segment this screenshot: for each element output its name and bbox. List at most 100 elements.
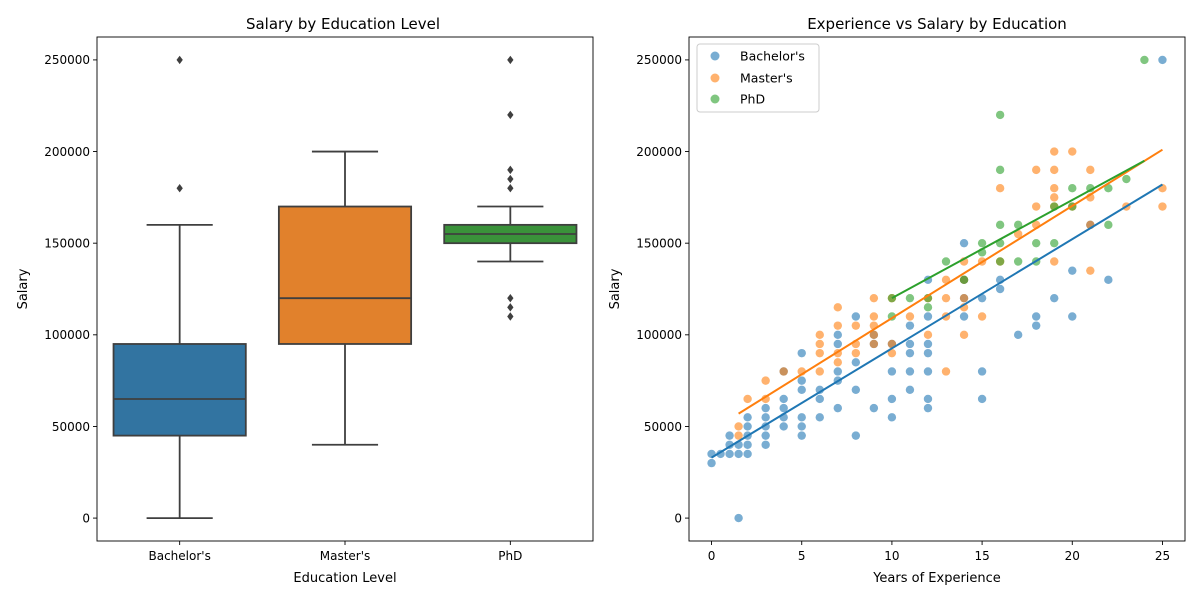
scatter-point-masters — [869, 330, 879, 340]
scatter-point-masters — [815, 367, 824, 376]
scatter-point-masters — [815, 330, 824, 340]
scatter-x-tick-label: 25 — [1155, 549, 1170, 563]
scatter-point-masters — [1032, 202, 1041, 211]
scatter-point-bachelors — [743, 440, 752, 449]
scatter-point-bachelors — [1050, 293, 1059, 303]
box-x-tick-label: Master's — [320, 549, 371, 563]
scatter-point-bachelors — [734, 513, 743, 523]
scatter-point-masters — [734, 422, 743, 431]
scatter-point-bachelors — [851, 385, 861, 394]
box-y-tick-label: 250000 — [44, 53, 90, 67]
scatter-point-bachelors — [1104, 275, 1113, 285]
legend-label-phd: PhD — [740, 92, 765, 107]
scatter-point-bachelors — [761, 440, 770, 449]
scatter-point-phd — [941, 257, 951, 266]
box-group — [112, 55, 247, 519]
scatter-point-bachelors — [797, 431, 806, 440]
box-outlier-phd — [507, 303, 514, 312]
scatter-point-bachelors — [1158, 55, 1167, 65]
legend-marker-phd — [710, 94, 720, 104]
scatter-point-bachelors — [887, 367, 897, 376]
scatter-point-masters — [1068, 147, 1077, 156]
box-plot-x-axis-label: Education Level — [293, 571, 396, 586]
scatter-point-masters — [1158, 202, 1167, 211]
scatter-point-bachelors — [1032, 312, 1041, 321]
scatter-point-bachelors — [779, 422, 788, 431]
scatter-point-masters — [734, 431, 743, 440]
scatter-point-bachelors — [797, 422, 806, 431]
box-plot-panel: Salary by Education Level 0 50000 100000 15… — [16, 15, 594, 586]
scatter-point-bachelors — [761, 431, 770, 440]
box-outlier-phd — [507, 110, 514, 120]
box-outlier-phd — [507, 165, 514, 175]
box-body-masters — [277, 205, 413, 345]
scatter-point-bachelors — [905, 339, 915, 349]
scatter-point-masters — [869, 339, 879, 349]
box-y-tick-label: 50000 — [52, 420, 90, 434]
legend-box — [696, 43, 820, 113]
scatter-point-bachelors — [1013, 330, 1023, 340]
scatter-plot-y-axis-label: Salary — [608, 268, 623, 309]
box-outlier-phd — [507, 174, 514, 184]
scatter-point-masters — [851, 321, 861, 330]
box-y-tick-label: 150000 — [44, 236, 90, 250]
scatter-point-masters — [851, 348, 861, 358]
scatter-point-bachelors — [1032, 321, 1041, 330]
box-outlier-phd — [507, 184, 514, 193]
scatter-point-bachelors — [761, 413, 770, 422]
scatter-point-bachelors — [995, 284, 1005, 294]
scatter-point-bachelors — [743, 422, 752, 431]
scatter-point-masters — [743, 394, 752, 404]
scatter-point-bachelors — [725, 449, 734, 459]
scatter-point-phd — [923, 303, 933, 312]
scatter-point-bachelors — [959, 238, 969, 248]
scatter-x-tick-label: 0 — [708, 549, 716, 563]
scatter-point-masters — [941, 367, 951, 376]
legend-label-masters: Master's — [740, 71, 793, 86]
scatter-point-masters — [959, 293, 969, 303]
scatter-point-masters — [833, 303, 842, 312]
scatter-point-bachelors — [887, 413, 897, 422]
scatter-point-bachelors — [905, 321, 915, 330]
trend-line-bachelors — [711, 183, 1163, 459]
box-plot-title: Salary by Education Level — [246, 15, 440, 33]
scatter-point-masters — [815, 339, 824, 349]
scatter-y-tick-label: 50000 — [644, 420, 682, 434]
scatter-y-tick-label: 100000 — [636, 328, 682, 342]
scatter-point-phd — [1050, 238, 1059, 248]
box-x-tick-label: Bachelor's — [148, 549, 210, 563]
scatter-point-bachelors — [815, 394, 824, 404]
scatter-x-tick-label: 15 — [974, 549, 989, 563]
scatter-plot-frame — [688, 36, 1186, 542]
scatter-point-phd — [995, 220, 1005, 230]
scatter-point-bachelors — [887, 394, 897, 404]
scatter-point-bachelors — [905, 367, 915, 376]
scatter-point-bachelors — [833, 367, 842, 376]
scatter-y-tick-label: 0 — [674, 511, 682, 525]
scatter-point-masters — [833, 321, 842, 330]
box-plot-frame — [96, 36, 594, 542]
scatter-point-bachelors — [743, 413, 752, 422]
scatter-point-bachelors — [869, 403, 879, 413]
scatter-point-phd — [995, 110, 1005, 120]
scatter-x-tick-label: 5 — [798, 549, 806, 563]
scatter-point-masters — [1086, 266, 1095, 275]
scatter-point-bachelors — [797, 348, 806, 358]
legend-marker-masters — [710, 73, 720, 83]
scatter-point-masters — [941, 293, 951, 303]
scatter-point-bachelors — [743, 449, 752, 459]
scatter-point-phd — [1013, 257, 1023, 266]
scatter-point-masters — [761, 376, 770, 385]
scatter-point-bachelors — [779, 394, 788, 404]
scatter-point-masters — [869, 293, 879, 303]
scatter-point-masters — [1050, 193, 1059, 202]
scatter-point-bachelors — [905, 348, 915, 358]
scatter-point-masters — [869, 312, 879, 321]
scatter-point-phd — [1068, 184, 1077, 193]
scatter-plot-panel: Experience vs Salary by Education 0 50000… — [608, 15, 1186, 586]
scatter-point-bachelors — [734, 449, 743, 459]
scatter-point-masters — [977, 312, 987, 321]
scatter-point-bachelors — [851, 358, 861, 367]
scatter-legend: Bachelor's Master's PhD — [696, 43, 820, 113]
box-outlier-phd — [507, 312, 514, 321]
